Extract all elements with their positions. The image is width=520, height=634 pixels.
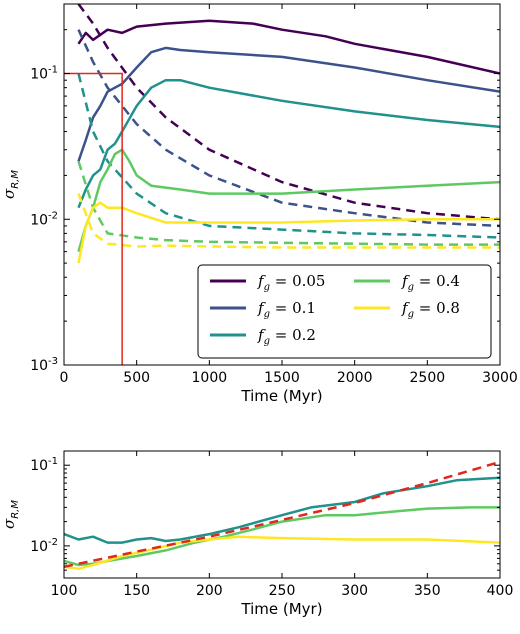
bottom-xtick-label: 400 [487,583,514,599]
bottom-series-2-solid [64,535,500,571]
bottom-series-0-solid [64,476,500,544]
top-xtick-label: 2500 [410,370,446,386]
legend-label: fg = 0.05 [257,272,325,293]
top-ytick-label: 10-1 [30,65,58,83]
top-xtick-label: 3000 [482,370,518,386]
top-series-9-dashed [77,193,500,249]
bottom-x-axis-title: Time (Myr) [240,600,322,618]
top-xtick-label: 500 [123,370,150,386]
zoom-region-box [64,72,123,365]
bottom-xtick-label: 350 [414,583,441,599]
bottom-xtick-label: 200 [196,583,223,599]
legend-label: fg = 0.8 [401,299,460,320]
bottom-y-axis-title: σR,M [0,500,21,529]
legend-label: fg = 0.1 [257,299,316,320]
top-x-axis-title: Time (Myr) [240,387,322,405]
top-y-axis-title: σR,M [0,170,21,199]
top-series-0-solid [77,19,500,75]
bottom-ytick-label: 10-2 [30,537,58,555]
top-ytick-label: 10-3 [30,356,58,374]
bottom-xtick-label: 150 [123,583,150,599]
bottom-xtick-label: 100 [51,583,78,599]
legend-label: fg = 0.2 [257,326,316,347]
top-xtick-label: 2000 [337,370,373,386]
bottom-xtick-label: 300 [341,583,368,599]
top-plot-area [64,4,500,365]
bottom-xtick-label: 250 [269,583,296,599]
top-xtick-label: 0 [60,370,69,386]
top-xtick-label: 1000 [192,370,228,386]
top-series-5-dashed [77,73,500,239]
top-ytick-label: 10-2 [30,210,58,228]
legend: fg = 0.05 fg = 0.1 fg = 0.2 fg = 0.4 fg = 0.… [197,264,492,359]
top-chart: 0 500 1000 1500 2000 2500 3000 10-3 10-2 10-1 Time… [0,3,518,405]
top-series-1-dashed [77,4,500,221]
top-series-6-solid [77,148,500,252]
bottom-chart: 100 150 200 250 300 350 400 10-2 10-1 Time (Myr) σ… [0,450,514,618]
top-series-3-dashed [77,29,500,228]
bottom-ytick-label: 10-1 [30,456,58,474]
bottom-plot-area [64,460,500,571]
legend-box [197,264,492,359]
top-series-4-solid [77,78,500,209]
top-series-7-dashed [77,160,500,246]
legend-label: fg = 0.4 [401,272,460,293]
top-xtick-label: 1500 [264,370,300,386]
top-series-8-solid [77,201,500,264]
top-series-2-solid [77,46,500,162]
